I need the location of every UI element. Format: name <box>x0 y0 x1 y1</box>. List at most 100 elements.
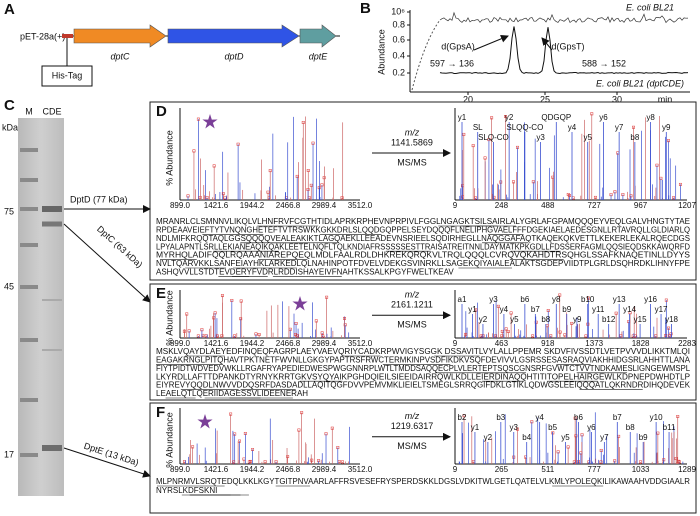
x-tick-label: 1289 <box>678 465 696 474</box>
x-tick-label: 1421.6 <box>204 465 229 474</box>
x-tick-label: 2989.4 <box>312 465 337 474</box>
peak-marker <box>220 334 224 338</box>
peak-marker <box>341 460 344 464</box>
peak-label: d(GpsA) <box>441 41 475 51</box>
peak-marker <box>504 327 508 331</box>
ion-label: y1 <box>468 305 477 314</box>
peak-marker <box>558 293 562 297</box>
x-tick-label: 488 <box>541 201 555 210</box>
ion-label: y2 <box>505 113 514 122</box>
peak-marker <box>251 448 255 451</box>
peak-marker <box>314 319 318 323</box>
x-tick-label: 1373 <box>585 339 603 348</box>
ion-label: y4 <box>500 305 509 314</box>
gene-label: dptC <box>110 51 130 61</box>
x-tick-label: 1033 <box>632 465 650 474</box>
peak-marker <box>325 295 329 299</box>
peak-marker <box>667 326 671 330</box>
peak-marker <box>504 115 507 118</box>
protein-band <box>42 206 62 212</box>
precursor-star <box>292 296 308 311</box>
peak-marker <box>639 460 642 464</box>
peak-marker <box>500 334 504 338</box>
ion-label: y6 <box>599 113 608 122</box>
ion-label: y8 <box>552 295 561 304</box>
sequence-line: MRANRLCLSMNNVLIKQLVLHNFRVFCGTHTIDLAPRKRP… <box>156 217 690 226</box>
peak-marker <box>462 414 466 418</box>
y-tick-label: 0.4 <box>392 50 405 60</box>
peak-marker <box>311 141 315 145</box>
panel-label: B <box>360 0 371 17</box>
peak-marker <box>668 334 672 338</box>
x-tick-label: 2989.4 <box>312 339 337 348</box>
ion-label: y4 <box>535 413 544 422</box>
x-tick-label: 1207 <box>678 201 696 210</box>
band-arrow <box>63 223 151 303</box>
marker-label: 45 <box>4 281 14 291</box>
peak-marker <box>556 450 560 454</box>
peak-marker <box>268 169 272 173</box>
x-tick-label: 3512.0 <box>348 201 373 210</box>
sequence-line: FIYTPIDTWDVEDVWKLLRGAFRYAPEDIEDWESPWGGNN… <box>156 364 691 373</box>
x-tick-label: 9 <box>453 339 458 348</box>
x-tick-label: 2989.4 <box>312 201 337 210</box>
x-tick-label: 899.0 <box>170 339 191 348</box>
peak-marker <box>572 460 576 464</box>
lane-label: CDE <box>42 106 61 116</box>
sequence-line: NYRSLKDFSKNI <box>156 486 217 495</box>
x-tick-label: 899.0 <box>170 465 191 474</box>
panel-c: C M CDE kDa 75 45 17 DptD (77 kDa) DptC … <box>2 97 151 496</box>
ion-label: y7 <box>600 433 609 442</box>
x-tick-label: 463 <box>495 339 509 348</box>
ion-label: y3 <box>510 423 519 432</box>
x-tick-label: 1421.6 <box>204 339 229 348</box>
peak-marker <box>614 311 618 315</box>
peak-marker <box>506 330 510 334</box>
peak-marker <box>320 183 324 187</box>
peak-marker <box>185 312 189 316</box>
peak-marker <box>590 112 594 116</box>
peak-marker <box>330 426 334 430</box>
tag-label: His-Tag <box>52 70 83 80</box>
ion-label: y9 <box>662 123 671 132</box>
peak-marker <box>254 332 258 336</box>
peak-marker <box>239 317 243 321</box>
x-tick-label: 1421.6 <box>204 201 229 210</box>
peak-marker <box>230 298 234 302</box>
peak-marker <box>243 431 247 435</box>
x-tick-label: 1944.2 <box>240 339 265 348</box>
peak-marker <box>286 455 290 459</box>
peak-marker <box>186 194 190 198</box>
peak-marker <box>511 180 515 184</box>
peak-marker <box>530 420 534 424</box>
peak-marker <box>343 323 347 327</box>
peak-marker <box>196 117 200 121</box>
ion-label: b5 <box>548 423 557 432</box>
x-tick-label: 248 <box>495 201 509 210</box>
peak-marker <box>232 460 236 464</box>
peak-marker <box>266 190 270 194</box>
gene-arrow <box>73 24 167 48</box>
peak-marker <box>340 196 344 200</box>
ion-label: y5 <box>583 133 592 142</box>
peak-marker <box>317 186 321 190</box>
peak-marker <box>516 145 519 149</box>
panel-label: D <box>156 103 167 120</box>
peak-marker <box>613 459 617 463</box>
sequence-line: LKYRDLLAFTTDPANKDTYRNYKRRTGKVSYQYAIKPGHD… <box>156 372 690 381</box>
peak-marker <box>306 169 310 172</box>
ion-label: b2 <box>458 413 467 422</box>
peak-marker <box>593 195 597 199</box>
peak-marker <box>558 330 562 334</box>
x-tick-label: 2283 <box>678 339 696 348</box>
peak-marker <box>656 431 660 435</box>
peak-marker <box>238 439 241 443</box>
ion-label: y5 <box>510 315 519 324</box>
gene-label: dptD <box>224 51 244 61</box>
x-tick-label: 25 <box>540 94 550 104</box>
peak-marker <box>182 329 186 333</box>
peak-marker <box>274 460 278 464</box>
ion-label: b6 <box>520 295 529 304</box>
marker-band <box>20 148 38 152</box>
peak-marker <box>613 190 617 194</box>
